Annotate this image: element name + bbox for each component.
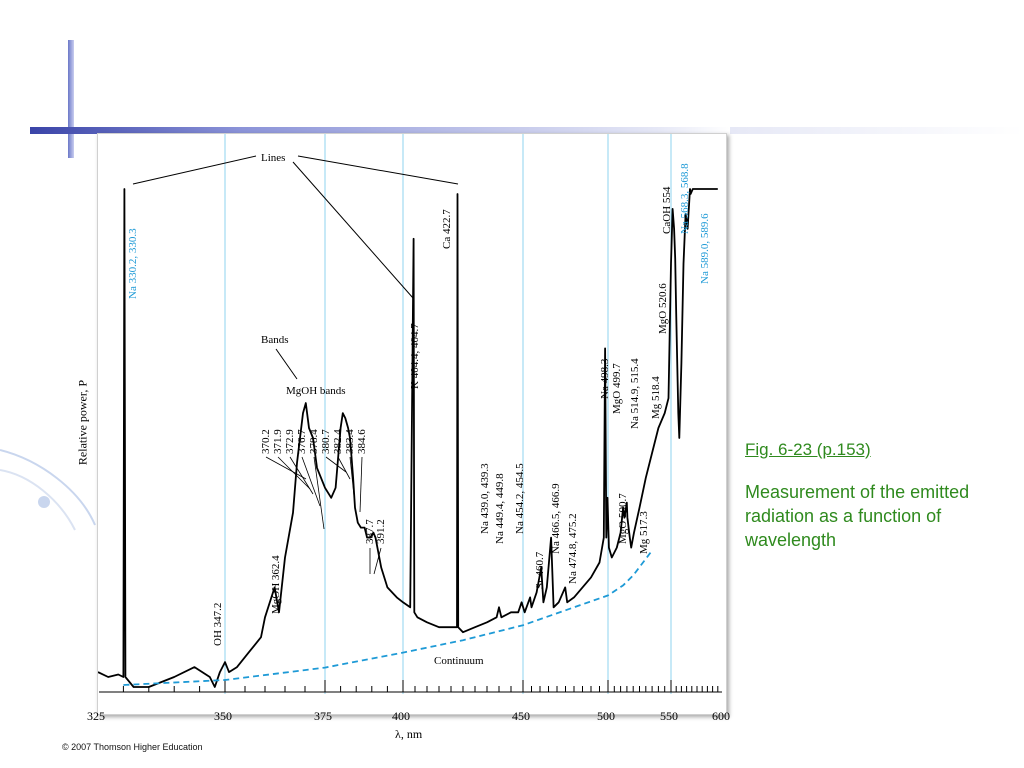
x-tick-label: 600	[712, 709, 730, 723]
label-leader-line	[349, 456, 355, 497]
lines-arrow-to-na	[132, 155, 257, 185]
x-tick-label: 325	[87, 709, 105, 723]
peak-label: 382.4	[332, 429, 344, 454]
x-tick-label: 350	[214, 709, 232, 723]
peak-label: 378.4	[308, 429, 320, 454]
peak-label: MgO 500.7	[617, 493, 629, 544]
label-leader-line	[373, 547, 382, 575]
peak-label: Sr 460.7	[534, 551, 546, 589]
peak-label: Na 589.0, 589.6	[699, 213, 711, 284]
x-tick-label: 450	[512, 709, 530, 723]
continuum-dashed-line	[123, 549, 653, 686]
lines-arrow-to-k	[292, 161, 414, 299]
label-leader-line	[301, 456, 321, 507]
label-leader-line	[289, 456, 314, 495]
x-tick-label: 550	[660, 709, 678, 723]
annotation-lines: Lines	[261, 152, 285, 164]
label-leader-line	[277, 456, 311, 490]
annotation-continuum: Continuum	[434, 655, 484, 667]
peak-label: Na 330.2, 330.3	[127, 228, 139, 299]
peak-label: 371.9	[272, 429, 284, 454]
peak-label: Mg 518.4	[650, 376, 662, 419]
peak-label: 370.2	[260, 429, 272, 454]
peak-label: Na 568.3, 568.8	[679, 163, 691, 234]
copyright-notice: © 2007 Thomson Higher Education	[62, 742, 203, 752]
annotation-mgoh-bands: MgOH bands	[286, 385, 346, 397]
slide-decoration-swoosh	[0, 449, 96, 531]
peak-label: Na 439.0, 439.3	[479, 463, 491, 534]
peak-label: Na 454.2, 454.5	[514, 463, 526, 534]
peak-label: MgO 520.6	[657, 283, 669, 334]
peak-label: K 404.4, 404.7	[409, 323, 421, 389]
peak-label: 380.7	[320, 429, 332, 454]
slide-decoration-vertical-bar	[68, 40, 74, 158]
slide-decoration-horizontal-fade	[730, 127, 1024, 134]
peak-label: 376.7	[296, 429, 308, 454]
label-leader-line	[337, 456, 351, 480]
peak-label: Mg 517.3	[638, 511, 650, 554]
lines-arrow-to-ca	[297, 155, 459, 185]
peak-label: 384.6	[356, 429, 368, 454]
x-tick-label: 500	[597, 709, 615, 723]
peak-label: OH 347.2	[212, 603, 224, 646]
peak-label: Ca 422.7	[441, 209, 453, 249]
bands-arrow	[275, 348, 298, 380]
peak-label: Na 466.5, 466.9	[550, 483, 562, 554]
peak-label: Na 514.9, 515.4	[629, 358, 641, 429]
figure-caption-body: Measurement of the emitted radiation as …	[745, 482, 970, 550]
peak-label: 383.4	[344, 429, 356, 454]
label-leader-line	[265, 456, 307, 480]
annotation-bands: Bands	[261, 334, 289, 346]
x-tick-label: 375	[314, 709, 332, 723]
peak-label: Na 449.4, 449.8	[494, 473, 506, 544]
label-leader-line	[313, 456, 325, 530]
x-tick-label: 400	[392, 709, 410, 723]
peak-label: Na 474.8, 475.2	[567, 513, 579, 584]
spectrum-figure: Lines Bands MgOH bands Continuum Na 330.2, 3…	[97, 133, 727, 715]
slide-decoration-horizontal-bar	[30, 127, 730, 134]
peak-label: 387.7	[364, 519, 376, 544]
label-leader-line	[359, 456, 363, 513]
y-axis-label: Relative power, P	[75, 379, 90, 466]
peak-label: MgO 499.7	[611, 363, 623, 414]
peak-label: MgOH 362.4	[270, 555, 282, 614]
x-axis-label: λ, nm	[395, 727, 423, 741]
emission-spectrum-chart: Lines Bands MgOH bands Continuum Na 330.2, 3…	[98, 134, 722, 694]
peak-label: 391.2	[375, 519, 387, 544]
emission-spectrum-line	[98, 188, 718, 688]
peak-label: 372.9	[284, 429, 296, 454]
figure-caption-title[interactable]: Fig. 6-23 (p.153)	[745, 440, 871, 459]
peak-label: CaOH 554	[661, 186, 673, 234]
label-leader-line	[325, 456, 347, 473]
peak-label: Na 498.3	[599, 358, 611, 399]
